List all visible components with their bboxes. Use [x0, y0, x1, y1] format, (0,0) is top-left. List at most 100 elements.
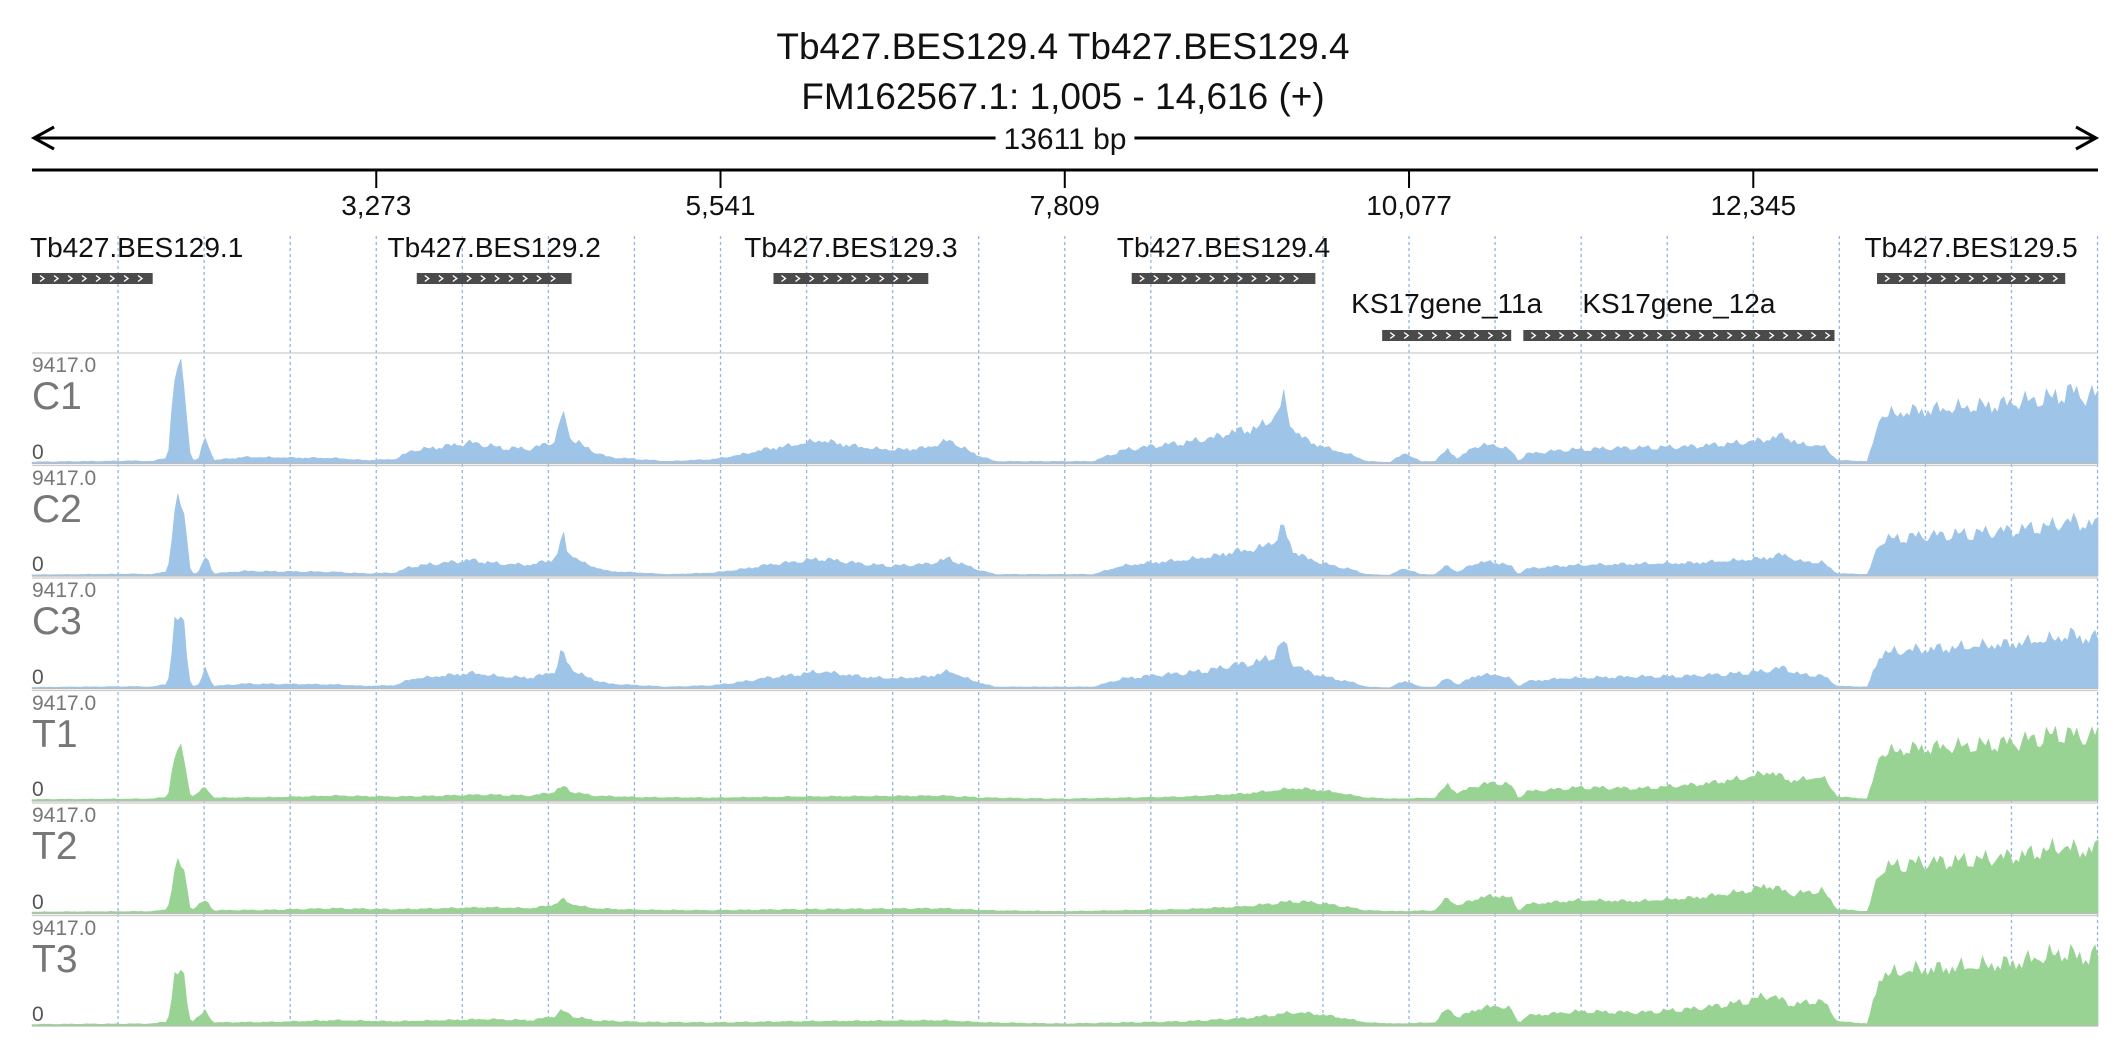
- strand-chevron-icon: [1417, 331, 1424, 340]
- strand-chevron-icon: [1544, 331, 1551, 340]
- strand-chevron-icon: [1501, 331, 1508, 340]
- region-length-label: 13611 bp: [1003, 123, 1127, 156]
- gene-bar[interactable]: [1523, 330, 1835, 341]
- gene-label[interactable]: Tb427.BES129.3: [744, 232, 958, 263]
- gene-bar[interactable]: [416, 273, 572, 284]
- strand-chevron-icon: [879, 274, 885, 283]
- strand-chevron-icon: [1768, 331, 1775, 340]
- gene-label[interactable]: Tb427.BES129.2: [387, 232, 601, 263]
- strand-chevron-icon: [809, 274, 815, 283]
- strand-chevron-icon: [1912, 274, 1919, 283]
- strand-chevron-icon: [2010, 274, 2017, 283]
- strand-chevron-icon: [480, 274, 486, 283]
- strand-chevron-icon: [2052, 274, 2059, 283]
- strand-chevron-icon: [137, 274, 144, 283]
- track-max-label: 9417.0: [32, 691, 97, 715]
- strand-chevron-icon: [452, 274, 458, 283]
- strand-chevron-icon: [1139, 274, 1145, 283]
- strand-chevron-icon: [109, 274, 116, 283]
- tick-label: 10,077: [1366, 190, 1452, 221]
- strand-chevron-icon: [1181, 274, 1187, 283]
- arrow-head-right: [2075, 125, 2100, 151]
- gene-annotations: [32, 273, 2066, 341]
- strand-chevron-icon: [1968, 274, 1975, 283]
- strand-chevron-icon: [53, 274, 60, 283]
- strand-chevron-icon: [1572, 331, 1579, 340]
- strand-chevron-icon: [1586, 331, 1593, 340]
- track-max-label: 9417.0: [32, 466, 97, 490]
- strand-chevron-icon: [1726, 331, 1733, 340]
- strand-chevron-icon: [95, 274, 102, 283]
- strand-chevron-icon: [1684, 331, 1691, 340]
- strand-chevron-icon: [1754, 331, 1761, 340]
- gene-label[interactable]: KS17gene_12a: [1582, 288, 1776, 319]
- strand-chevron-icon: [1293, 274, 1299, 283]
- strand-chevron-icon: [438, 274, 444, 283]
- strand-chevron-icon: [1642, 331, 1649, 340]
- strand-chevron-icon: [1403, 331, 1410, 340]
- strand-chevron-icon: [466, 274, 472, 283]
- strand-chevron-icon: [424, 274, 430, 283]
- track-name: T1: [32, 712, 78, 756]
- strand-chevron-icon: [1153, 274, 1159, 283]
- strand-chevron-icon: [536, 274, 542, 283]
- track-min-label: 0: [32, 890, 44, 914]
- strand-chevron-icon: [823, 274, 829, 283]
- chart-subtitle: FM162567.1: 1,005 - 14,616 (+): [801, 76, 1325, 117]
- strand-chevron-icon: [1628, 331, 1635, 340]
- track-min-label: 0: [32, 778, 44, 801]
- gene-label[interactable]: Tb427.BES129.5: [1864, 232, 2078, 263]
- track-name: C1: [32, 375, 82, 418]
- track-min-label: 0: [32, 1003, 44, 1026]
- strand-chevron-icon: [1740, 331, 1747, 340]
- strand-chevron-icon: [494, 274, 500, 283]
- gene-bar[interactable]: [1131, 273, 1316, 284]
- gene-label[interactable]: Tb427.BES129.1: [30, 232, 244, 263]
- strand-chevron-icon: [795, 274, 801, 283]
- strand-chevron-icon: [1237, 274, 1243, 283]
- coverage-area-c1: [31, 358, 2099, 464]
- strand-chevron-icon: [1810, 331, 1817, 340]
- strand-chevron-icon: [1614, 331, 1621, 340]
- track-name: C3: [32, 600, 82, 643]
- strand-chevron-icon: [1473, 331, 1480, 340]
- strand-chevron-icon: [1487, 331, 1494, 340]
- coverage-area-t2: [31, 837, 2099, 914]
- strand-chevron-icon: [1195, 274, 1201, 283]
- strand-chevron-icon: [1600, 331, 1607, 340]
- track-max-label: 9417.0: [32, 804, 97, 827]
- gene-bar[interactable]: [1876, 273, 2066, 284]
- strand-chevron-icon: [1445, 331, 1452, 340]
- strand-chevron-icon: [851, 274, 857, 283]
- track-min-label: 0: [32, 553, 44, 576]
- strand-chevron-icon: [1558, 331, 1565, 340]
- strand-chevron-icon: [1279, 274, 1285, 283]
- arrow-head-left: [30, 125, 55, 151]
- strand-chevron-icon: [865, 274, 871, 283]
- gene-bar[interactable]: [1382, 330, 1512, 341]
- gene-bar[interactable]: [773, 273, 929, 284]
- strand-chevron-icon: [2024, 274, 2031, 283]
- gene-label[interactable]: Tb427.BES129.4: [1116, 232, 1331, 263]
- strand-chevron-icon: [67, 274, 74, 283]
- chart-title: Tb427.BES129.4 Tb427.BES129.4: [776, 26, 1350, 67]
- coverage-area-c2: [31, 493, 2099, 577]
- gene-label[interactable]: KS17gene_11a: [1351, 288, 1543, 319]
- coverage-tracks: [31, 352, 2099, 1027]
- strand-chevron-icon: [1223, 274, 1229, 283]
- strand-chevron-icon: [1996, 274, 2003, 283]
- strand-chevron-icon: [1530, 331, 1537, 340]
- strand-chevron-icon: [1898, 274, 1905, 283]
- coverage-area-t1: [31, 725, 2099, 802]
- strand-chevron-icon: [1782, 331, 1789, 340]
- gene-bar[interactable]: [32, 273, 153, 284]
- track-max-label: 9417.0: [32, 354, 97, 377]
- strand-chevron-icon: [1670, 331, 1677, 340]
- strand-chevron-icon: [893, 274, 899, 283]
- coverage-area-t3: [31, 944, 2099, 1027]
- strand-chevron-icon: [1884, 274, 1891, 283]
- strand-chevron-icon: [1251, 274, 1257, 283]
- strand-chevron-icon: [550, 274, 556, 283]
